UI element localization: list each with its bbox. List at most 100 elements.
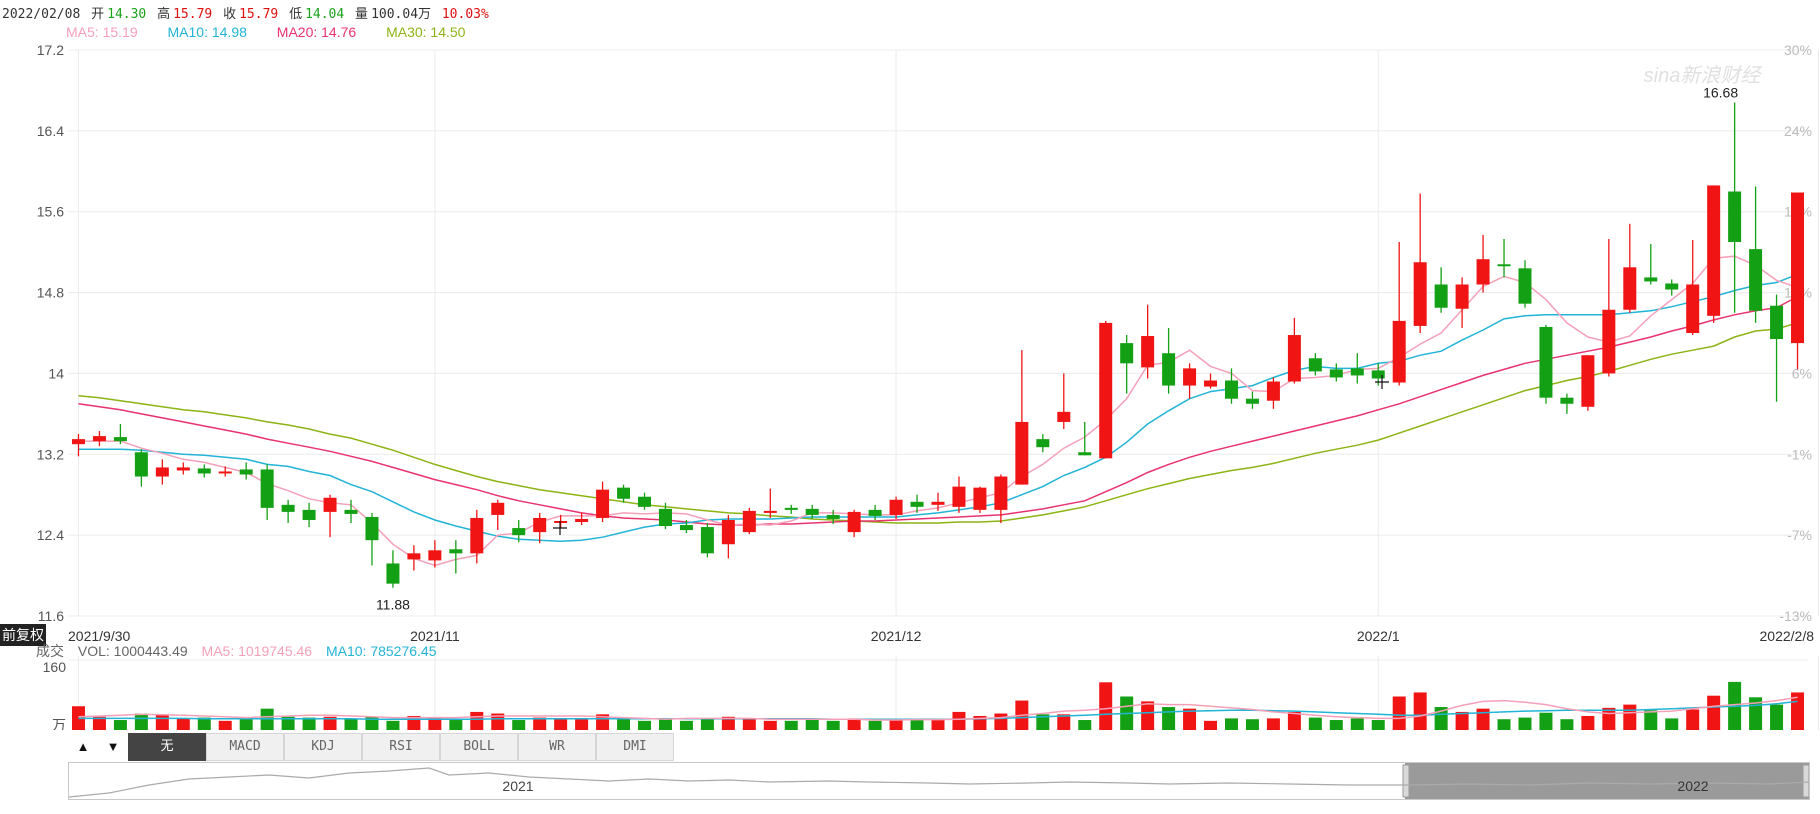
volume-bar — [1308, 717, 1322, 730]
candle-body — [71, 439, 85, 445]
candle-body — [491, 502, 505, 515]
volume-bar — [721, 716, 735, 730]
candle-body — [1791, 192, 1805, 344]
candle-body — [1162, 353, 1176, 386]
volume-bar — [826, 720, 840, 730]
indicator-tabs: ▲ ▼ 无 MACD KDJ RSI BOLL WR DMI — [68, 733, 674, 761]
info-open: 14.30 — [107, 7, 147, 22]
candle-body — [470, 517, 484, 554]
candle-body — [113, 437, 127, 442]
arrow-down-icon[interactable]: ▼ — [106, 739, 120, 754]
tab-macd[interactable]: MACD — [206, 733, 284, 761]
kline-chart[interactable]: 17.216.415.614.81413.212.411.630%24%18%1… — [0, 0, 1820, 730]
volume-bar — [1204, 720, 1218, 730]
candle-body — [617, 487, 631, 499]
tab-kdj[interactable]: KDJ — [284, 733, 362, 761]
navigator-overview: 2021 2022 — [69, 763, 1809, 799]
volume-bar — [1036, 714, 1050, 730]
volume-bar — [1371, 720, 1385, 730]
volume-bar — [784, 720, 798, 730]
navigator-left-handle[interactable] — [1402, 764, 1410, 798]
volume-bar — [176, 718, 190, 730]
watermark-logo: sina新浪财经 — [1644, 65, 1763, 87]
x-tick-label: 2022/2/8 — [1760, 628, 1815, 644]
volume-bar — [1224, 718, 1238, 730]
info-vol-label: 量 — [355, 7, 369, 22]
candle-body — [1141, 336, 1155, 368]
volume-bar — [302, 717, 316, 730]
info-open-label: 开 — [91, 7, 105, 22]
candle-body — [1644, 277, 1658, 282]
candle-body — [1497, 264, 1511, 267]
volume-bar — [1455, 711, 1469, 730]
candle-body — [1078, 452, 1092, 456]
volume-bar — [1392, 696, 1406, 730]
volume-bar — [554, 719, 568, 730]
tab-none[interactable]: 无 — [128, 733, 206, 761]
volume-bar — [952, 711, 966, 730]
vol-legend-vol: VOL: 1000443.49 — [77, 643, 188, 659]
navigator-year-2021: 2021 — [502, 778, 533, 794]
tab-boll[interactable]: BOLL — [440, 733, 518, 761]
vol-legend-ma5: MA5: 1019745.46 — [201, 643, 313, 659]
volume-bar — [239, 719, 253, 730]
info-vol: 100.04万 — [371, 7, 432, 22]
ma-legend: MA5: 15.19 MA10: 14.98 MA20: 14.76 MA30:… — [66, 24, 491, 40]
volume-bar — [638, 720, 652, 730]
y-tick-label: 12.4 — [37, 527, 64, 543]
candle-body — [1476, 259, 1490, 285]
candle-body — [1413, 262, 1427, 326]
volume-bar — [1287, 711, 1301, 730]
volume-bar — [533, 717, 547, 730]
pct-tick-label: -1% — [1787, 446, 1812, 462]
candle-body — [1560, 397, 1574, 404]
candle-body — [1371, 370, 1385, 379]
volume-bar — [1099, 682, 1113, 730]
volume-bar — [1434, 707, 1448, 730]
volume-bar — [197, 717, 211, 730]
arrow-up-icon[interactable]: ▲ — [76, 739, 90, 754]
volume-bar — [512, 720, 526, 730]
candle-body — [1350, 368, 1364, 376]
volume-bar — [491, 713, 505, 730]
volume-bar — [658, 719, 672, 730]
volume-bar — [1078, 720, 1092, 730]
volume-bar — [1707, 695, 1721, 730]
candle-body — [658, 508, 672, 527]
volume-bar — [805, 720, 819, 730]
volume-bar — [155, 714, 169, 730]
pct-tick-label: 30% — [1784, 42, 1812, 58]
volume-bar — [1329, 720, 1343, 730]
candle-body — [344, 509, 358, 514]
candle-body — [931, 501, 945, 505]
volume-bar — [763, 720, 777, 730]
candle-body — [1308, 358, 1322, 372]
volume-bar — [386, 720, 400, 730]
ma30-line — [78, 322, 1798, 524]
candle-body — [239, 469, 253, 475]
volume-bar — [931, 720, 945, 730]
candle-body — [302, 509, 316, 520]
navigator-selection[interactable] — [1405, 763, 1809, 799]
candle-body — [1120, 343, 1134, 364]
tab-wr[interactable]: WR — [518, 733, 596, 761]
navigator-right-handle[interactable] — [1802, 764, 1809, 798]
candle-body — [679, 525, 693, 531]
ma5-line — [78, 255, 1798, 567]
info-low-label: 低 — [289, 7, 303, 22]
volume-bar — [575, 718, 589, 730]
candle-body — [742, 510, 756, 533]
tab-dmi[interactable]: DMI — [596, 733, 674, 761]
volume-bar — [889, 719, 903, 730]
volume-bar — [1497, 719, 1511, 730]
volume-bar — [1581, 715, 1595, 730]
info-close: 15.79 — [239, 7, 279, 22]
volume-bar — [323, 716, 337, 730]
candle-body — [449, 549, 463, 554]
range-navigator[interactable]: 2021 2022 — [68, 762, 1810, 800]
x-tick-label: 2021/12 — [871, 628, 922, 644]
fuquan-label[interactable]: 前复权 — [0, 624, 46, 646]
candle-body — [1665, 283, 1679, 290]
ma20-line — [78, 295, 1798, 526]
tab-rsi[interactable]: RSI — [362, 733, 440, 761]
